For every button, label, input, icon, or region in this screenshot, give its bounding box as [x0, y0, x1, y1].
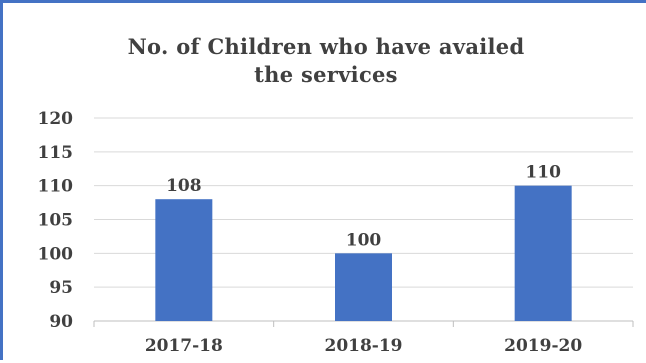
data-labels: 108 100 110: [166, 163, 561, 251]
bar: [514, 185, 572, 321]
chart-title: No. of Children who have availed the ser…: [3, 33, 646, 89]
x-tick-label: 2018-19: [324, 336, 402, 356]
y-tick-label: 105: [38, 211, 74, 231]
x-tick-label: 2017-18: [145, 336, 223, 356]
y-tick-label: 110: [38, 177, 74, 197]
x-axis-ticks: 2017-18 2018-19 2019-20: [93, 321, 634, 356]
y-tick-label: 90: [49, 312, 73, 332]
bar: [155, 199, 213, 321]
x-tick-label: 2019-20: [504, 336, 582, 356]
bar: [335, 253, 392, 321]
y-tick-label: 115: [38, 143, 74, 163]
bars: [155, 185, 572, 321]
data-label: 108: [166, 176, 202, 196]
y-tick-label: 120: [38, 109, 74, 129]
y-axis-ticks: 90 95 100 105 110 115 120: [38, 109, 74, 332]
data-label: 100: [346, 230, 382, 250]
data-label: 110: [525, 163, 561, 183]
chart-title-line-2: the services: [254, 62, 398, 87]
y-tick-label: 95: [49, 278, 73, 298]
y-tick-label: 100: [38, 244, 74, 264]
chart-title-line-1: No. of Children who have availed: [127, 34, 525, 59]
